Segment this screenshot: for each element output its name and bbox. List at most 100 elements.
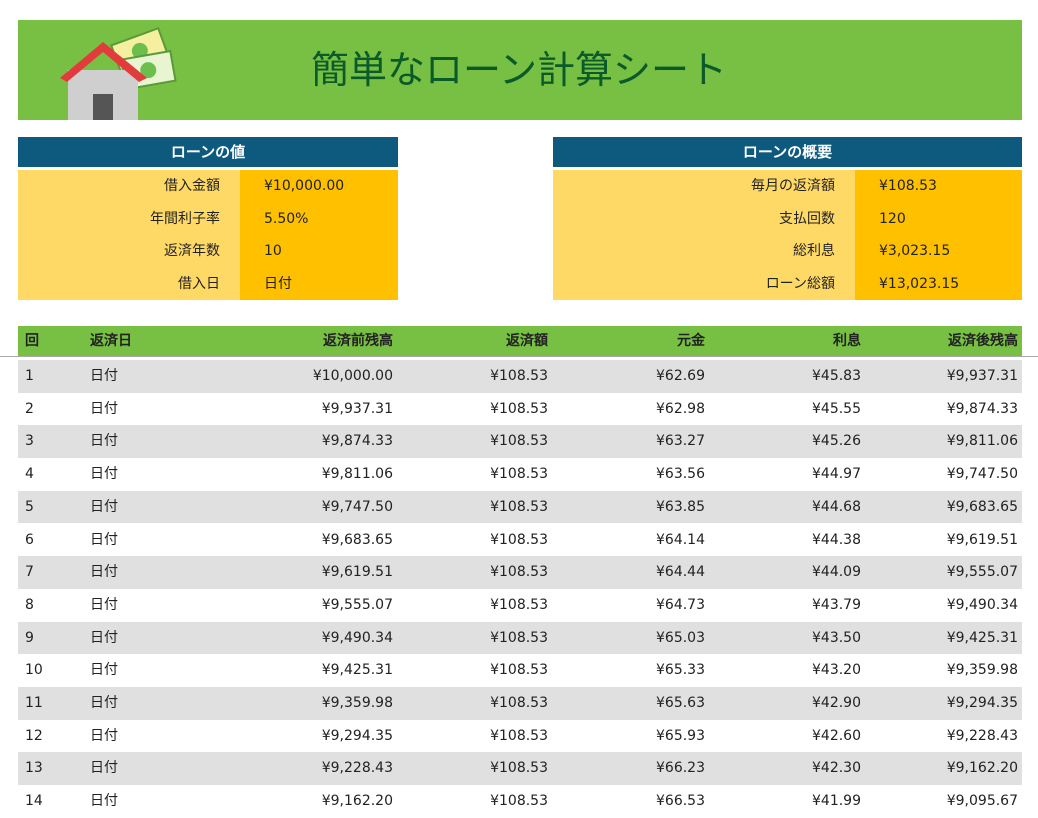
table-cell: ¥9,874.33 xyxy=(946,400,1018,417)
table-cell: 日付 xyxy=(90,466,118,483)
table-cell: ¥42.30 xyxy=(812,760,861,777)
table-cell: 5 xyxy=(25,498,34,515)
table-cell: ¥10,000.00 xyxy=(312,368,393,384)
field-value: 日付 xyxy=(240,267,398,300)
table-cell: ¥42.90 xyxy=(812,695,861,711)
table-cell: ¥65.93 xyxy=(656,727,705,744)
row-band xyxy=(18,556,1022,589)
table-cell: ¥9,359.98 xyxy=(321,695,393,711)
field-value: 120 xyxy=(855,202,1022,235)
table-cell: ¥64.73 xyxy=(656,596,705,613)
column-header: 返済後残高 xyxy=(948,333,1018,349)
table-cell: ¥44.97 xyxy=(812,466,861,483)
table-cell: ¥9,162.20 xyxy=(321,793,393,810)
field-label: ローン総額 xyxy=(553,267,855,300)
table-cell: ¥9,095.67 xyxy=(946,793,1018,810)
column-header: 返済額 xyxy=(506,333,548,349)
column-header: 元金 xyxy=(677,333,705,349)
table-cell: ¥9,937.31 xyxy=(946,368,1018,384)
row-band xyxy=(18,621,1022,655)
field-label: 支払回数 xyxy=(553,202,855,235)
panel-header: ローンの値 xyxy=(18,137,398,167)
row-band xyxy=(18,490,1022,524)
field-label: 借入日 xyxy=(18,267,240,300)
table-cell: 13 xyxy=(25,760,43,777)
column-header: 利息 xyxy=(833,333,861,349)
table-cell: 日付 xyxy=(90,695,118,711)
field-label: 返済年数 xyxy=(18,235,240,268)
row-band xyxy=(18,687,1022,720)
table-cell: ¥44.38 xyxy=(812,531,861,548)
table-cell: 12 xyxy=(25,727,43,744)
table-cell: ¥9,811.06 xyxy=(321,466,393,483)
table-cell: 10 xyxy=(25,662,43,679)
table-cell: ¥65.63 xyxy=(656,695,705,711)
table-cell: ¥108.53 xyxy=(490,564,548,581)
row-band xyxy=(18,425,1022,459)
table-cell: ¥65.03 xyxy=(656,629,705,646)
table-cell: ¥108.53 xyxy=(490,498,548,515)
table-cell: ¥44.68 xyxy=(812,498,861,515)
table-cell: ¥9,747.50 xyxy=(946,466,1018,483)
table-cell: ¥64.14 xyxy=(656,531,705,548)
table-cell: ¥62.98 xyxy=(656,400,705,417)
table-cell: ¥63.85 xyxy=(656,498,705,515)
table-cell: 6 xyxy=(25,531,34,548)
panel-header: ローンの概要 xyxy=(553,137,1022,167)
table-cell: 2 xyxy=(25,400,34,417)
field-value: ¥108.53 xyxy=(855,170,1022,203)
table-cell: ¥108.53 xyxy=(490,727,548,744)
table-cell: ¥43.79 xyxy=(812,596,861,613)
table-cell: 日付 xyxy=(90,433,118,450)
field-value: ¥10,000.00 xyxy=(240,170,398,203)
table-cell: ¥9,874.33 xyxy=(321,433,393,450)
table-cell: ¥9,555.07 xyxy=(946,564,1018,581)
table-cell: 日付 xyxy=(90,727,118,744)
table-cell: ¥108.53 xyxy=(490,368,548,384)
row-band xyxy=(18,360,1022,393)
table-cell: ¥45.83 xyxy=(812,368,861,384)
table-cell: ¥9,555.07 xyxy=(321,596,393,613)
table-cell: ¥9,294.35 xyxy=(946,695,1018,711)
table-cell: ¥9,162.20 xyxy=(946,760,1018,777)
table-cell: ¥63.56 xyxy=(656,466,705,483)
table-cell: ¥9,228.43 xyxy=(946,727,1018,744)
table-cell: ¥9,619.51 xyxy=(946,531,1018,548)
field-value: ¥13,023.15 xyxy=(855,267,1022,300)
table-cell: ¥41.99 xyxy=(812,793,861,810)
table-cell: ¥45.26 xyxy=(812,433,861,450)
table-cell: ¥9,425.31 xyxy=(946,629,1018,646)
table-cell: 日付 xyxy=(90,629,118,646)
table-cell: ¥66.23 xyxy=(656,760,705,777)
table-cell: ¥108.53 xyxy=(490,629,548,646)
field-value: ¥3,023.15 xyxy=(855,235,1022,268)
table-cell: 日付 xyxy=(90,531,118,548)
table-cell: ¥9,490.34 xyxy=(321,629,393,646)
table-cell: ¥108.53 xyxy=(490,400,548,417)
table-cell: ¥108.53 xyxy=(490,793,548,810)
table-cell: ¥9,811.06 xyxy=(946,433,1018,450)
table-cell: ¥9,425.31 xyxy=(321,662,393,679)
column-header: 回 xyxy=(25,333,39,349)
table-cell: ¥65.33 xyxy=(656,662,705,679)
table-cell: ¥9,490.34 xyxy=(946,596,1018,613)
row-band xyxy=(18,752,1022,786)
table-cell: ¥9,683.65 xyxy=(946,498,1018,515)
sheet-title: 簡単なローン計算シート xyxy=(310,48,728,92)
column-header: 返済日 xyxy=(90,333,132,349)
table-cell: ¥9,228.43 xyxy=(321,760,393,777)
table-cell: 8 xyxy=(25,596,34,613)
table-cell: ¥108.53 xyxy=(490,695,548,711)
table-cell: 日付 xyxy=(90,400,118,417)
table-cell: ¥9,683.65 xyxy=(321,531,393,548)
table-cell: 日付 xyxy=(90,596,118,613)
field-label: 毎月の返済額 xyxy=(553,170,855,203)
column-header: 返済前残高 xyxy=(323,333,393,349)
table-cell: 9 xyxy=(25,629,34,646)
table-cell: ¥108.53 xyxy=(490,466,548,483)
table-cell: 日付 xyxy=(90,564,118,581)
table-cell: 3 xyxy=(25,433,34,450)
table-cell: ¥45.55 xyxy=(812,400,861,417)
table-cell: ¥108.53 xyxy=(490,531,548,548)
table-cell: ¥62.69 xyxy=(656,368,705,384)
